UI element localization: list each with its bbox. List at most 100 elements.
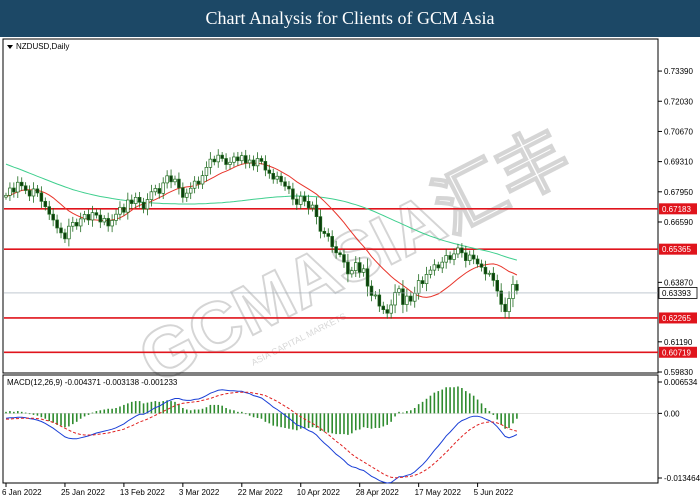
candle-body — [334, 246, 338, 254]
price-tick-label: 0.73390 — [664, 67, 693, 76]
candle-body — [259, 158, 264, 162]
ma-slow-line — [5, 163, 518, 261]
candle-body — [412, 292, 417, 302]
price-tick-label: 0.72030 — [664, 97, 693, 106]
signal-line — [6, 391, 518, 479]
candle-body — [67, 225, 71, 240]
candle-body — [173, 178, 177, 183]
candle-body — [94, 212, 99, 216]
macd-tick-label: 0.006534 — [664, 378, 698, 387]
candle-body — [283, 181, 287, 187]
candle-body — [495, 279, 500, 292]
candle-body — [243, 155, 248, 164]
date-tick-label: 6 Jan 2022 — [2, 488, 42, 497]
candle-body — [39, 192, 44, 202]
candle-body — [8, 187, 12, 196]
candle-body — [475, 258, 480, 265]
candle-body — [220, 154, 224, 159]
candle-body — [27, 190, 32, 197]
candle-body — [141, 201, 146, 210]
price-tick-label: 0.63870 — [664, 278, 693, 287]
candle-body — [122, 206, 126, 213]
price-tick-label: 0.59830 — [664, 368, 693, 377]
candle-body — [420, 280, 425, 285]
candle-body — [86, 214, 91, 221]
level-label: 0.65365 — [662, 245, 691, 254]
date-tick-label: 25 Jan 2022 — [61, 488, 106, 497]
candle-body — [90, 212, 95, 221]
candle-body — [507, 298, 511, 312]
candle-body — [255, 158, 260, 167]
candle-body — [389, 304, 393, 314]
date-tick-label: 3 Mar 2022 — [179, 488, 220, 497]
symbol-dropdown-icon[interactable] — [7, 45, 13, 49]
price-axis: 0.73390 0.72030 0.70670 0.69310 0.67950 0.665… — [4, 67, 698, 377]
candle-body — [279, 175, 283, 183]
candle-body — [377, 294, 382, 307]
candle-body — [74, 222, 79, 227]
candle-body — [31, 188, 36, 197]
candle-body — [12, 187, 16, 193]
candle-body — [330, 236, 334, 247]
candle-body — [397, 288, 401, 293]
candle-body — [59, 227, 63, 234]
candle-body — [350, 270, 354, 275]
candle-body — [338, 252, 342, 255]
candle-body — [322, 230, 327, 234]
candle-body — [515, 283, 519, 291]
candle-body — [471, 254, 476, 260]
candle-body — [346, 261, 350, 275]
candle-body — [224, 158, 228, 165]
candle-body — [16, 181, 20, 193]
level-label-box — [659, 346, 697, 358]
candle-body — [318, 216, 323, 232]
candle-body — [177, 178, 181, 189]
candle-body — [287, 185, 291, 190]
candle-body — [43, 200, 48, 208]
candle-body — [263, 161, 268, 171]
macd-lines — [5, 389, 518, 484]
candle-body — [456, 247, 460, 255]
support-resistance-levels — [4, 208, 658, 354]
candle-body — [133, 196, 138, 204]
price-tick-label: 0.70670 — [664, 127, 693, 136]
candle-body — [181, 187, 185, 198]
candle-body — [357, 262, 362, 273]
candle-body — [149, 191, 154, 200]
candle-body — [369, 285, 374, 296]
candle-body — [137, 196, 142, 203]
candle-body — [393, 291, 397, 306]
candle-body — [106, 218, 110, 227]
candle-body — [401, 288, 405, 305]
candle-body — [361, 268, 366, 273]
chart-area: GCMASIA汇丰 ASIA CAPITAL MARKETS 0.733900.… — [2, 38, 700, 497]
candle-body — [299, 195, 303, 205]
candle-body — [440, 261, 444, 269]
price-tick-label: 0.69310 — [664, 158, 693, 167]
candle-body — [302, 195, 307, 202]
candle-body — [291, 188, 295, 200]
current-price-label: 0.63393 — [662, 289, 691, 298]
candle-body — [444, 255, 448, 263]
date-tick-label: 17 May 2022 — [415, 488, 462, 497]
candle-body — [310, 204, 315, 209]
candle-body — [251, 159, 256, 167]
candlesticks — [4, 149, 519, 319]
candle-body — [240, 155, 244, 162]
candle-body — [479, 263, 484, 268]
candle-body — [365, 268, 370, 287]
candle-body — [306, 200, 311, 209]
candle-body — [157, 188, 162, 194]
candle-body — [71, 222, 75, 227]
price-tick-label: 0.67950 — [664, 188, 693, 197]
candle-body — [405, 295, 409, 305]
date-tick-label: 5 Jun 2022 — [474, 488, 514, 497]
level-label: 0.62265 — [662, 314, 691, 323]
candle-body — [271, 173, 275, 180]
candle-body — [23, 185, 28, 191]
macd-label: MACD(12,26,9) -0.004371 -0.003138 -0.001… — [7, 378, 178, 387]
candle-body — [130, 199, 134, 204]
candle-body — [381, 305, 386, 310]
candle-body — [236, 156, 240, 162]
current-price-box — [658, 287, 698, 299]
